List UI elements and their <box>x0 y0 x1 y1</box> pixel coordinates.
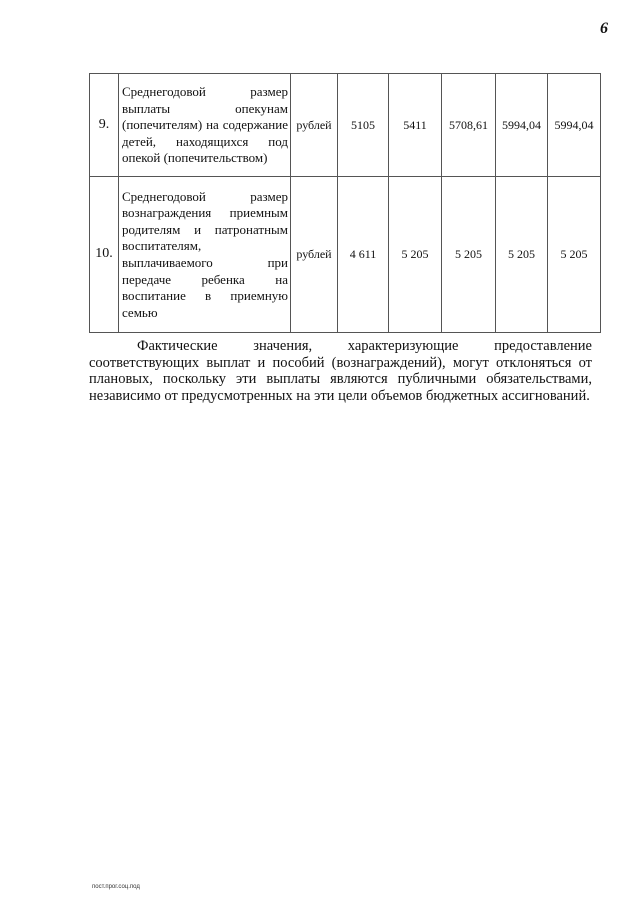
row-value: 5708,61 <box>441 73 496 177</box>
body-paragraph: Фактические значения, характеризующие пр… <box>89 338 592 404</box>
page-number: 6 <box>600 20 608 37</box>
row-value: 5 205 <box>547 176 601 333</box>
row-number: 9. <box>89 73 119 177</box>
table-row: 10. Среднегодовой размер вознаграждения … <box>89 176 601 333</box>
row-value: 5 205 <box>441 176 496 333</box>
row-description: Среднегодовой размер вознаграждения прие… <box>118 176 291 333</box>
footer-filename: пост.прог.соц.под <box>92 884 140 890</box>
row-value: 5411 <box>388 73 442 177</box>
row-value: 4 611 <box>337 176 389 333</box>
indicators-table: 9. Среднегодовой размер выплаты опекунам… <box>89 73 601 333</box>
row-unit: рублей <box>290 73 338 177</box>
row-value: 5105 <box>337 73 389 177</box>
row-value: 5 205 <box>495 176 548 333</box>
row-unit: рублей <box>290 176 338 333</box>
table-row: 9. Среднегодовой размер выплаты опекунам… <box>89 73 601 177</box>
row-value: 5994,04 <box>547 73 601 177</box>
row-value: 5 205 <box>388 176 442 333</box>
row-description: Среднегодовой размер выплаты опекунам (п… <box>118 73 291 177</box>
row-value: 5994,04 <box>495 73 548 177</box>
row-number: 10. <box>89 176 119 333</box>
